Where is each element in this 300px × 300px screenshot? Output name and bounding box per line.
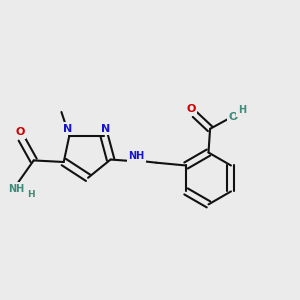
Text: H: H [27,190,34,199]
Text: NH: NH [128,152,145,161]
Text: H: H [238,106,246,116]
Text: N: N [101,124,110,134]
Text: O: O [229,112,238,122]
Text: O: O [186,104,196,114]
Text: O: O [15,127,25,137]
Text: N: N [63,124,73,134]
Text: NH: NH [8,184,24,194]
